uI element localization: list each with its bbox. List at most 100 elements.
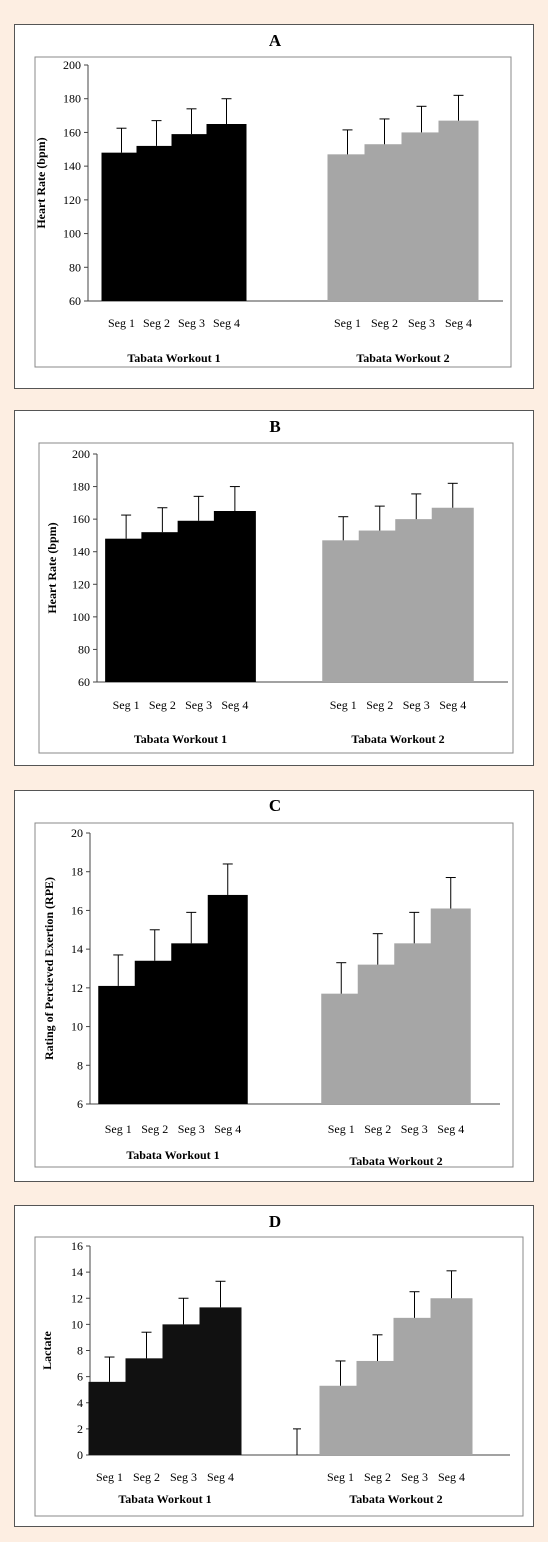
y-tick-label: 12	[71, 981, 83, 995]
group-label: Tabata Workout 1	[118, 1492, 211, 1506]
bar	[105, 538, 148, 682]
chart-panel-a: A 60 80 100 120 140 160 180 200 Heart Rate (bpm) S…	[14, 24, 534, 389]
category-label: Seg 3	[403, 698, 430, 712]
category-label: Seg 2	[364, 1122, 391, 1136]
y-tick-label: 0	[77, 1448, 83, 1462]
bar	[438, 120, 479, 301]
y-tick-label: 8	[77, 1344, 83, 1358]
y-tick-label: 16	[71, 1239, 83, 1253]
y-tick-label: 180	[72, 480, 90, 494]
bar	[356, 1360, 399, 1455]
chart-panel-b: B 60 80 100 120 140 160 180 200 Heart Rate (bpm) S…	[14, 410, 534, 766]
category-label: Seg 2	[149, 698, 176, 712]
plot-frame	[34, 822, 514, 1168]
category-label: Seg 3	[401, 1122, 428, 1136]
bar	[394, 943, 435, 1104]
bar	[364, 144, 405, 301]
y-tick-label: 200	[63, 58, 81, 72]
chart-a-svg: A 60 80 100 120 140 160 180 200 Heart Rate (bpm) S…	[34, 31, 512, 368]
y-axis-label: Heart Rate (bpm)	[34, 137, 48, 228]
category-label: Seg 1	[328, 1122, 355, 1136]
bar	[213, 511, 256, 682]
group-label: Tabata Workout 2	[349, 1492, 442, 1506]
category-label: Seg 4	[213, 316, 240, 330]
y-tick-label: 16	[71, 903, 83, 917]
group-label: Tabata Workout 2	[356, 351, 449, 365]
panel-letter: C	[269, 796, 281, 815]
y-tick-label: 120	[63, 193, 81, 207]
y-tick-label: 18	[71, 865, 83, 879]
category-label: Seg 2	[366, 698, 393, 712]
bar	[393, 1317, 436, 1455]
bar	[401, 132, 442, 301]
category-label: Seg 1	[105, 1122, 132, 1136]
bar	[357, 964, 398, 1104]
bar	[430, 908, 471, 1104]
bar	[430, 1298, 473, 1455]
bar	[177, 520, 220, 682]
y-tick-label: 4	[77, 1396, 83, 1410]
chart-panel-c: C 6 8 10 12 14 16 18 20 Rating of Percieved Exert…	[14, 790, 534, 1182]
category-label: Seg 1	[96, 1470, 123, 1484]
y-tick-label: 6	[77, 1097, 83, 1111]
group-label: Tabata Workout 2	[351, 732, 444, 746]
category-label: Seg 3	[185, 698, 212, 712]
y-axis-label: Rating of Percieved Exertion (RPE)	[42, 877, 56, 1060]
category-label: Seg 2	[133, 1470, 160, 1484]
group-label: Tabata Workout 1	[134, 732, 227, 746]
plot-frame	[34, 1236, 524, 1517]
chart-panel-d: D 0 2 4 6 8 10 12 14 16 Lactate Seg 1 Seg 2 Seg 3 Seg …	[14, 1205, 534, 1527]
chart-c-svg: C 6 8 10 12 14 16 18 20 Rating of Percieved Exert…	[34, 796, 514, 1168]
panel-letter: A	[269, 31, 282, 50]
category-label: Seg 3	[178, 1122, 205, 1136]
bar	[162, 1324, 205, 1455]
y-tick-label: 10	[71, 1020, 83, 1034]
category-label: Seg 3	[408, 316, 435, 330]
bar	[199, 1307, 242, 1455]
category-label: Seg 1	[334, 316, 361, 330]
bar	[171, 943, 212, 1104]
group-label: Tabata Workout 1	[126, 1148, 219, 1162]
y-tick-label: 180	[63, 92, 81, 106]
y-tick-label: 160	[63, 125, 81, 139]
y-tick-label: 60	[78, 675, 90, 689]
y-axis-label: Heart Rate (bpm)	[45, 522, 59, 613]
category-label: Seg 3	[401, 1470, 428, 1484]
y-tick-label: 100	[72, 610, 90, 624]
plot-frame	[38, 442, 514, 754]
category-label: Seg 4	[221, 698, 248, 712]
bar	[134, 960, 175, 1104]
category-label: Seg 4	[214, 1122, 241, 1136]
category-label: Seg 3	[170, 1470, 197, 1484]
bar	[395, 519, 438, 682]
bar	[141, 532, 184, 682]
category-label: Seg 4	[445, 316, 472, 330]
y-tick-label: 100	[63, 227, 81, 241]
chart-d-svg: D 0 2 4 6 8 10 12 14 16 Lactate Seg 1 Seg 2 Seg 3 Seg …	[34, 1212, 524, 1517]
bar	[101, 152, 142, 301]
y-tick-label: 12	[71, 1291, 83, 1305]
bar	[321, 993, 362, 1104]
y-tick-label: 60	[69, 294, 81, 308]
y-tick-label: 80	[69, 260, 81, 274]
bar	[98, 985, 139, 1104]
category-label: Seg 2	[143, 316, 170, 330]
bar	[207, 894, 248, 1104]
y-tick-label: 2	[77, 1422, 83, 1436]
category-label: Seg 1	[108, 316, 135, 330]
bar	[88, 1381, 131, 1455]
category-label: Seg 1	[113, 698, 140, 712]
bar	[136, 145, 177, 301]
category-label: Seg 1	[330, 698, 357, 712]
bar	[358, 530, 401, 682]
bar	[125, 1358, 168, 1455]
category-label: Seg 3	[178, 316, 205, 330]
chart-b-svg: B 60 80 100 120 140 160 180 200 Heart Rate (bpm) S…	[38, 417, 514, 754]
category-label: Seg 4	[207, 1470, 234, 1484]
y-tick-label: 8	[77, 1058, 83, 1072]
y-tick-label: 20	[71, 826, 83, 840]
bar	[431, 507, 474, 682]
y-tick-label: 6	[77, 1370, 83, 1384]
y-tick-label: 140	[72, 545, 90, 559]
category-label: Seg 2	[371, 316, 398, 330]
